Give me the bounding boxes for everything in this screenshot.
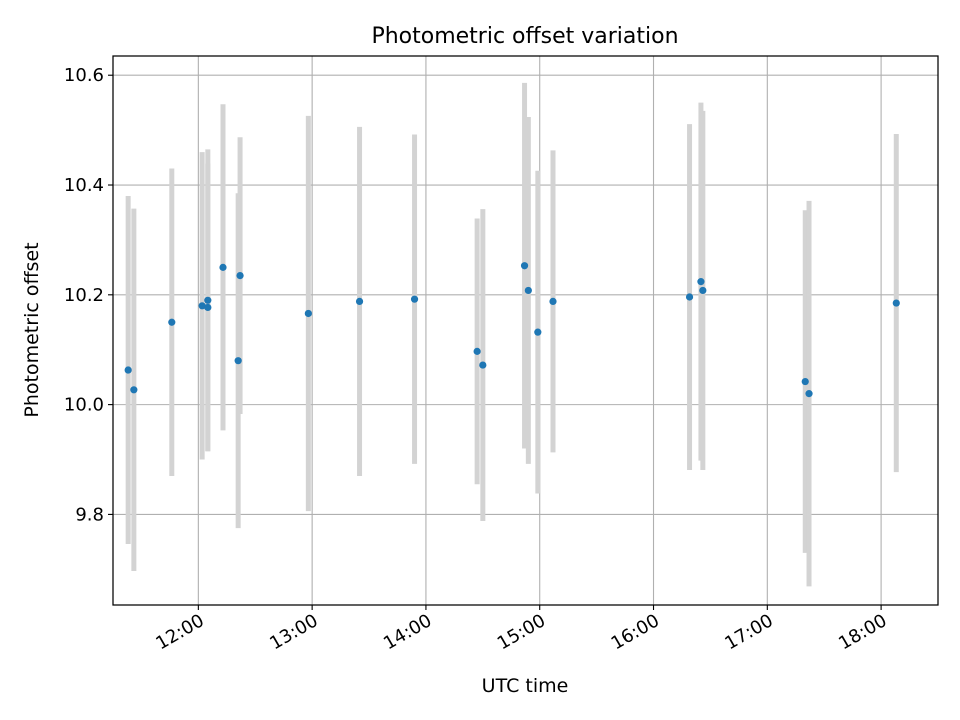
data-point — [699, 286, 707, 295]
data-point — [130, 386, 138, 394]
y-axis: 9.8 10.0 10.2 10.4 10.6 — [64, 65, 113, 525]
data-point — [204, 303, 212, 312]
data-point — [801, 377, 809, 386]
data-point — [355, 297, 364, 306]
data-point — [410, 295, 419, 303]
data-point — [168, 318, 176, 326]
data-point — [520, 262, 529, 270]
data-point — [124, 366, 132, 374]
data-point — [204, 296, 212, 304]
data-point — [534, 328, 542, 336]
data-point — [198, 302, 206, 310]
x-axis-label: UTC time — [482, 675, 569, 697]
y-tick-label: 9.8 — [75, 504, 104, 525]
data-point — [479, 361, 487, 369]
y-axis-label: Photometric offset — [21, 242, 43, 417]
plot-frame — [112, 55, 939, 606]
y-tick-label: 10.6 — [64, 65, 104, 86]
data-point — [524, 286, 532, 295]
data-point — [219, 263, 227, 271]
data-point — [697, 278, 705, 286]
data-point — [805, 390, 813, 398]
y-tick-label: 10.2 — [64, 285, 104, 306]
data-points — [124, 262, 900, 398]
data-point — [234, 357, 242, 365]
data-point — [549, 297, 557, 306]
chart-title: Photometric offset variation — [371, 24, 678, 49]
data-point — [304, 309, 312, 318]
y-tick-label: 10.4 — [64, 175, 104, 196]
y-tick-label: 10.0 — [64, 395, 104, 416]
data-point — [473, 347, 481, 355]
data-point — [685, 293, 694, 301]
data-point — [236, 272, 244, 280]
data-point — [892, 299, 900, 307]
